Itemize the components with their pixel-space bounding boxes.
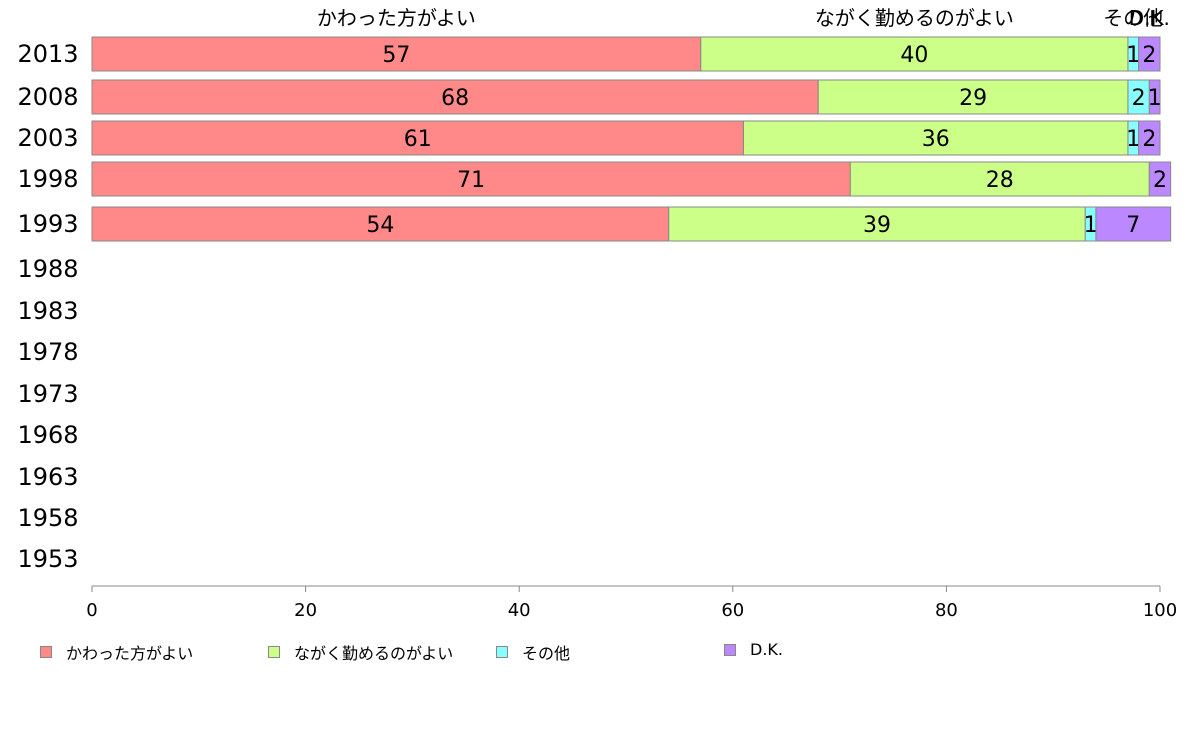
legend-item: その他 (496, 640, 570, 664)
data-label: 1 (1084, 213, 1098, 238)
top-series-label: かわった方がよい (317, 6, 476, 30)
bar-segment (668, 206, 1086, 242)
category-label: 1958 (17, 504, 78, 532)
category-label: 2013 (17, 40, 78, 68)
legend-swatch (268, 646, 280, 658)
bar-segment (91, 161, 851, 197)
legend-swatch (724, 643, 736, 656)
data-label: 28 (986, 168, 1014, 193)
data-label: 40 (900, 43, 928, 68)
legend-item: かわった方がよい (40, 640, 193, 664)
data-label: 1 (1126, 43, 1140, 68)
x-tick-label: 100 (1143, 600, 1177, 620)
data-label: 54 (366, 213, 394, 238)
data-label: 2 (1132, 86, 1146, 111)
top-series-label: D.K. (1129, 6, 1170, 30)
x-tick-label: 80 (935, 600, 958, 620)
category-label: 1968 (17, 421, 78, 449)
legend-label: D.K. (750, 640, 783, 659)
data-label: 71 (457, 168, 485, 193)
category-label: 1978 (17, 338, 78, 366)
x-tick-label: 0 (86, 600, 97, 620)
bar-segment (91, 206, 670, 242)
data-label: 36 (922, 127, 950, 152)
data-label: 1 (1148, 86, 1162, 111)
category-label: 2003 (17, 124, 78, 152)
bar-segment (1148, 79, 1161, 115)
category-label: 1973 (17, 380, 78, 408)
bar-segment (91, 79, 819, 115)
data-label: 29 (959, 86, 987, 111)
data-label: 7 (1126, 213, 1140, 238)
legend: かわった方がよい ながく勤めるのがよい その他 D.K. (40, 640, 1160, 664)
legend-label: かわった方がよい (66, 644, 194, 663)
bar-segment (1095, 206, 1172, 242)
data-label: 57 (382, 43, 410, 68)
category-label: 1988 (17, 255, 78, 283)
legend-item: D.K. (724, 640, 783, 659)
legend-label: その他 (522, 644, 571, 663)
top-series-label: ながく勤めるのがよい (815, 6, 1014, 30)
legend-label: ながく勤めるのがよい (294, 644, 454, 663)
bar-segment (742, 120, 1129, 156)
data-label: 61 (404, 127, 432, 152)
legend-swatch (496, 646, 508, 658)
legend-swatch (40, 646, 52, 658)
data-label: 39 (863, 213, 891, 238)
x-tick-label: 20 (294, 600, 317, 620)
top-series-label: その他 (1103, 6, 1163, 30)
data-label: 2 (1142, 127, 1156, 152)
category-label: 1998 (17, 165, 78, 193)
bar-segment (849, 161, 1150, 197)
bar-segment (700, 36, 1129, 72)
legend-item: ながく勤めるのがよい (268, 640, 453, 664)
category-label: 1963 (17, 463, 78, 491)
bar-segment (1148, 161, 1172, 197)
data-label: 68 (441, 86, 469, 111)
x-tick-label: 40 (508, 600, 531, 620)
category-label: 2008 (17, 83, 78, 111)
category-label: 1993 (17, 210, 78, 238)
data-label: 2 (1142, 43, 1156, 68)
bar-segment (817, 79, 1129, 115)
category-label: 1953 (17, 545, 78, 573)
data-label: 1 (1126, 127, 1140, 152)
bar-segment (1138, 36, 1161, 72)
bar-segment (1138, 120, 1161, 156)
data-label: 2 (1153, 168, 1167, 193)
x-tick-label: 60 (721, 600, 744, 620)
bar-segment (91, 36, 702, 72)
category-label: 1983 (17, 297, 78, 325)
